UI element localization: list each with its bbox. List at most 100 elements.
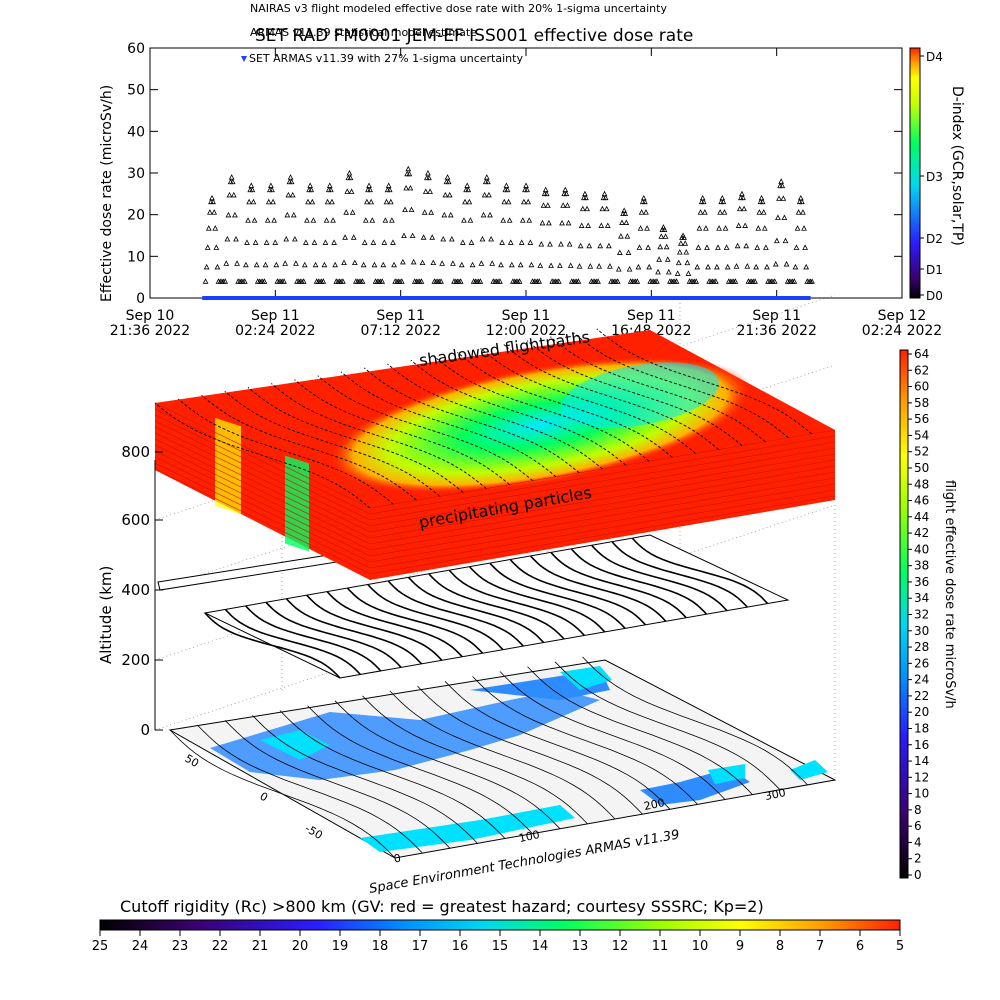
dose-rate-tick-label: 30 bbox=[914, 624, 929, 638]
dose-point bbox=[290, 211, 297, 218]
slab-stripe-left bbox=[154, 426, 371, 533]
dose-point bbox=[699, 194, 706, 201]
flight-track bbox=[367, 584, 504, 651]
dose-rate-tick-label: 14 bbox=[914, 754, 929, 768]
dose-point bbox=[521, 198, 527, 205]
dose-point bbox=[483, 174, 490, 180]
dose-point bbox=[582, 190, 588, 197]
dose-point bbox=[272, 239, 279, 245]
dose-point bbox=[547, 241, 553, 247]
dose-point bbox=[607, 263, 613, 269]
dose-point bbox=[801, 225, 807, 231]
rigidity-tick-label: 6 bbox=[856, 939, 864, 954]
top-y-tick-label: 60 bbox=[127, 41, 145, 57]
flight-track bbox=[530, 555, 667, 622]
dose-point bbox=[791, 278, 798, 284]
dose-point bbox=[663, 243, 670, 250]
dose-rate-tick-label: 22 bbox=[914, 689, 929, 703]
top-x-tick-time: 21:36 2022 bbox=[110, 323, 190, 339]
dose-point bbox=[205, 225, 212, 231]
dose-point bbox=[739, 190, 745, 197]
dose-point bbox=[359, 278, 366, 284]
dose-point bbox=[557, 262, 563, 268]
dose-point bbox=[753, 263, 760, 270]
dose-point bbox=[684, 259, 691, 266]
dose-point bbox=[656, 256, 662, 262]
dose-point bbox=[685, 270, 692, 276]
dose-point bbox=[383, 198, 390, 205]
dose-point bbox=[638, 209, 645, 215]
dose-point bbox=[321, 261, 328, 268]
slab-stripe-front bbox=[369, 453, 836, 533]
dose-point bbox=[673, 278, 680, 284]
dose-point bbox=[229, 178, 236, 185]
dose-point bbox=[390, 239, 396, 245]
dose-point bbox=[430, 259, 437, 266]
dose-point bbox=[682, 240, 689, 246]
dose-rate-tick-label: 52 bbox=[914, 445, 929, 459]
dose-point bbox=[542, 186, 549, 193]
dose-rate-tick-label: 16 bbox=[914, 738, 929, 752]
dose-point bbox=[382, 217, 389, 223]
dose-point bbox=[548, 262, 554, 268]
dose-point bbox=[207, 209, 213, 215]
floor-track bbox=[197, 724, 423, 854]
dose-rate-tick-label: 2 bbox=[914, 852, 922, 866]
dose-point bbox=[586, 242, 593, 249]
armas-legend-label: SET ARMAS v11.39 with 27% 1-sigma uncert… bbox=[249, 52, 523, 65]
armas-model-legend-line: ARMAS v11.39 statistical model estimate bbox=[250, 26, 477, 39]
map-land-north-light bbox=[260, 730, 330, 760]
dose-point bbox=[683, 249, 690, 255]
dose-point bbox=[305, 198, 311, 205]
dose-rate-tick-label: 60 bbox=[914, 380, 929, 394]
dose-point bbox=[243, 261, 249, 268]
dose-point bbox=[380, 261, 387, 268]
dose-point bbox=[439, 260, 446, 266]
dose-point bbox=[695, 244, 702, 250]
dose-point bbox=[407, 184, 414, 191]
dose-point bbox=[440, 235, 447, 242]
dose-point bbox=[658, 233, 665, 239]
longitude-ticks: 0 100 200 300 bbox=[392, 786, 786, 866]
dose-point bbox=[771, 278, 778, 284]
dose-point bbox=[526, 217, 533, 223]
top-x-tick-date: Sep 11 bbox=[251, 308, 300, 324]
top-x-tick-date: Sep 11 bbox=[627, 308, 676, 324]
rigidity-tick-label: 14 bbox=[532, 939, 549, 954]
dose-point bbox=[387, 198, 394, 205]
dose-point bbox=[577, 242, 584, 249]
slab-track bbox=[550, 336, 766, 443]
top-x-tick-time: 07:12 2022 bbox=[360, 323, 440, 339]
dose-point bbox=[467, 217, 474, 223]
dose-point bbox=[446, 191, 453, 198]
dose-point bbox=[616, 249, 623, 255]
dose-point bbox=[543, 190, 550, 197]
dose-point bbox=[346, 169, 353, 176]
dose-point bbox=[426, 174, 432, 181]
dose-point bbox=[743, 242, 750, 249]
floor-track bbox=[279, 710, 506, 839]
slab-stripe-front bbox=[369, 495, 836, 575]
dose-point bbox=[623, 219, 630, 225]
slab-stripes bbox=[154, 402, 836, 575]
dose-point bbox=[661, 226, 668, 232]
top-x-tick-date: Sep 12 bbox=[878, 308, 927, 324]
dose-rate-tick-label: 36 bbox=[914, 575, 929, 589]
dose-point bbox=[732, 278, 739, 284]
slab-stripe-left bbox=[154, 414, 371, 521]
dose-point bbox=[783, 261, 790, 267]
dose-point bbox=[401, 232, 407, 239]
dose-rate-tick-label: 20 bbox=[914, 705, 929, 719]
dose-point bbox=[487, 211, 493, 218]
dose-point bbox=[540, 202, 547, 208]
dose-point bbox=[497, 278, 503, 284]
dose-point bbox=[678, 240, 684, 246]
dose-rate-tick-label: 62 bbox=[914, 363, 929, 377]
dose-point bbox=[210, 198, 216, 205]
dose-point bbox=[565, 219, 572, 226]
dose-point bbox=[763, 244, 769, 250]
rigidity-tick-label: 24 bbox=[132, 939, 149, 954]
dose-point bbox=[772, 261, 779, 267]
dose-point bbox=[271, 217, 278, 223]
rigidity-tick-label: 13 bbox=[572, 939, 589, 954]
